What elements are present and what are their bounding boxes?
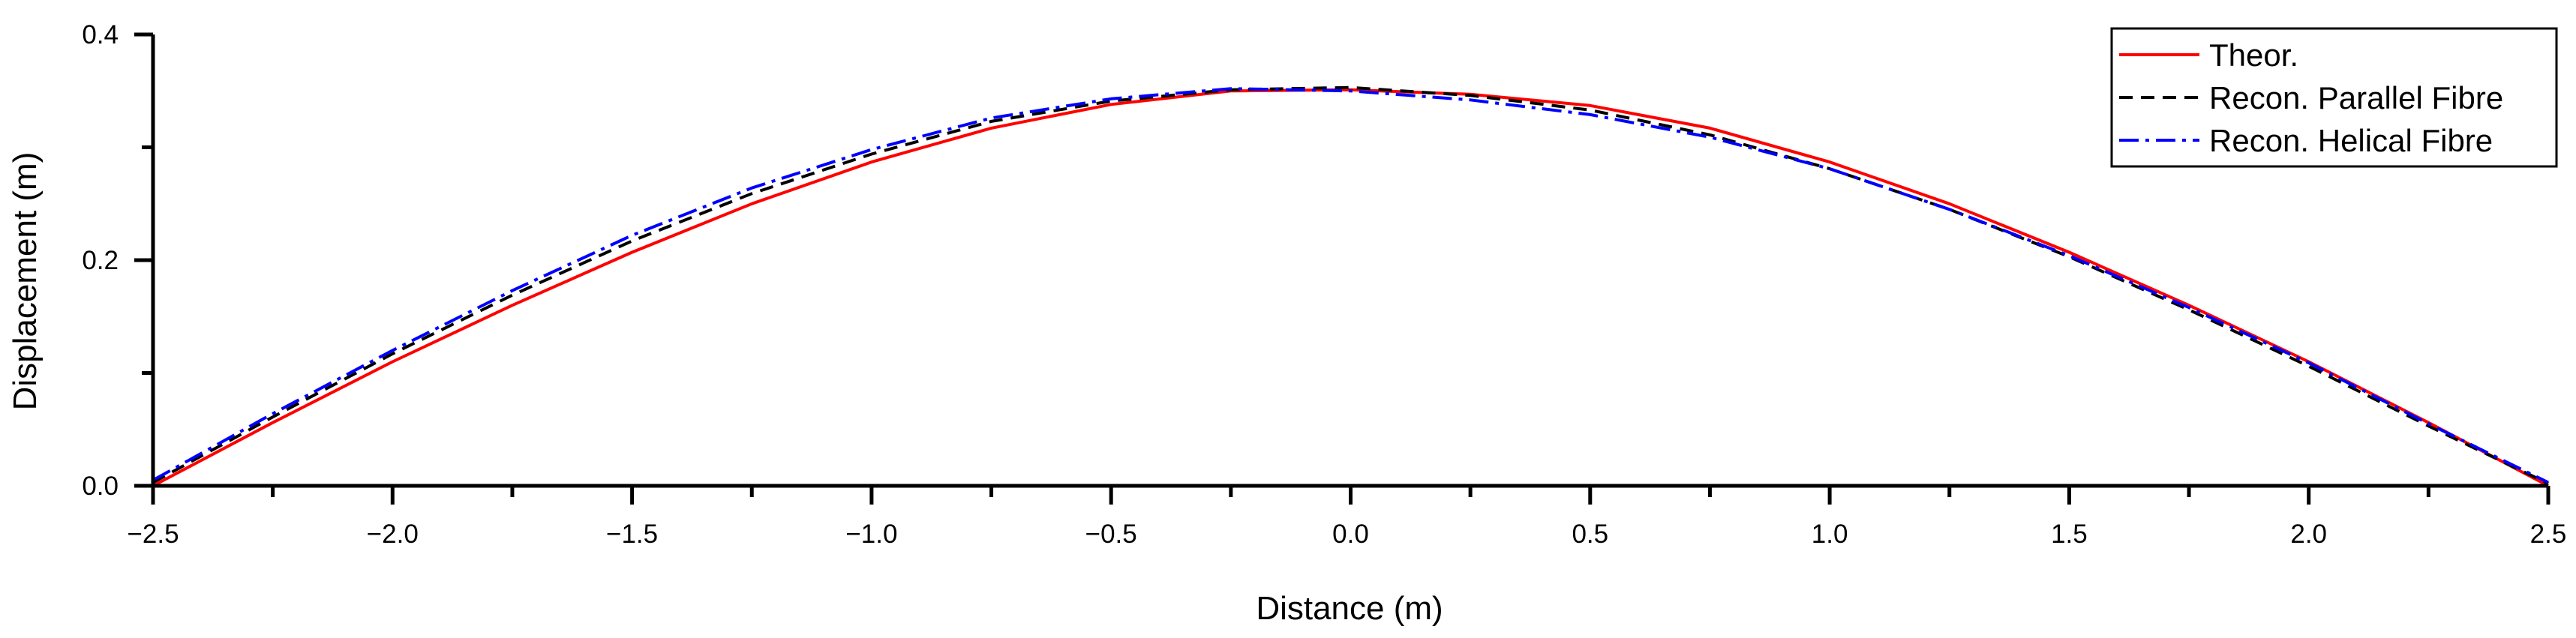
x-tick-label: 1.0 (1812, 520, 1848, 549)
ticks: −2.5 −2.0 −1.5 −1.0 −0.5 0.0 0.5 1.0 1.5 2.0 2.5 0.… (82, 20, 2566, 549)
y-tick-label: 0.0 (82, 472, 119, 501)
x-tick-label: 2.0 (2290, 520, 2327, 549)
series-line-3 (152, 87, 2549, 484)
x-axis-title: Distance (m) (1256, 590, 1443, 627)
y-axis-title: Displacement (m) (7, 152, 44, 411)
x-tick-label: −2.0 (367, 520, 419, 549)
x-tick-label: −1.0 (845, 520, 897, 549)
y-tick-label: 0.2 (82, 246, 119, 275)
legend-label-3: Recon. Helical Fibre (2209, 123, 2493, 158)
x-tick-label: −2.5 (127, 520, 179, 549)
x-tick-label: 0.0 (1332, 520, 1369, 549)
legend: Theor. Recon. Parallel Fibre Recon. Helica… (2110, 27, 2558, 168)
x-tick-label: −1.5 (606, 520, 658, 549)
legend-label-1: Theor. (2209, 37, 2298, 73)
legend-label-2: Recon. Parallel Fibre (2209, 80, 2503, 115)
series-layer (152, 85, 2549, 487)
x-tick-label: 2.5 (2530, 520, 2567, 549)
x-tick-label: 1.5 (2051, 520, 2088, 549)
x-tick-label: −0.5 (1085, 520, 1137, 549)
x-tick-label: 0.5 (1572, 520, 1608, 549)
y-tick-label: 0.4 (82, 20, 119, 49)
